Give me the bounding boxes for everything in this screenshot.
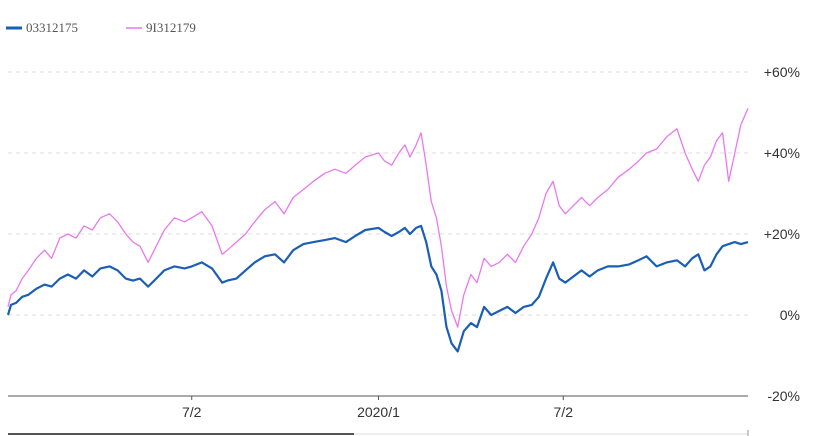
y-tick-label: +60% [764, 64, 800, 80]
x-axis: 7/2 2020/1 7/2 [182, 396, 573, 420]
chart-legend: 03312175 9I312179 [6, 20, 196, 35]
range-scrollbar[interactable] [8, 430, 749, 436]
grid-lines [8, 71, 748, 397]
x-tick-label: 2020/1 [357, 404, 400, 420]
series-line-03312175 [6, 224, 749, 353]
series-lines [6, 108, 749, 353]
x-tick-label: 7/2 [182, 404, 202, 420]
y-axis: +60% +40% +20% 0% -20% [764, 64, 800, 404]
y-tick-label: -20% [767, 388, 800, 404]
y-tick-label: +20% [764, 226, 800, 242]
y-tick-label: 0% [780, 307, 800, 323]
x-tick-label: 7/2 [554, 404, 574, 420]
y-tick-label: +40% [764, 145, 800, 161]
series-line-9I312179 [7, 108, 749, 328]
legend-label: 9I312179 [146, 20, 196, 35]
legend-label: 03312175 [26, 20, 78, 35]
